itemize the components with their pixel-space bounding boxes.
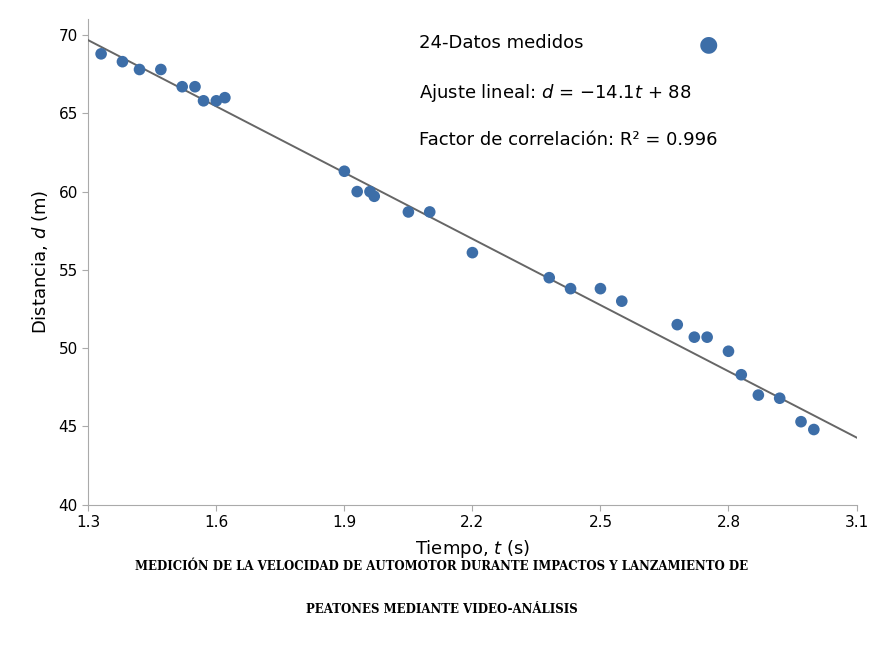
Point	[188, 82, 202, 92]
Point	[196, 96, 211, 106]
Point	[687, 332, 701, 342]
Point	[132, 64, 147, 74]
Point	[209, 96, 223, 106]
Text: Ajuste lineal: $d$ = −14.1$t$ + 88: Ajuste lineal: $d$ = −14.1$t$ + 88	[419, 82, 691, 105]
Text: ●: ●	[699, 34, 719, 54]
Point	[465, 247, 479, 258]
Text: PEATONES MEDIANTE VIDEO-ANÁLISIS: PEATONES MEDIANTE VIDEO-ANÁLISIS	[306, 603, 577, 616]
Text: MEDICIÓN DE LA VELOCIDAD DE AUTOMOTOR DURANTE IMPACTOS Y LANZAMIENTO DE: MEDICIÓN DE LA VELOCIDAD DE AUTOMOTOR DU…	[135, 560, 748, 573]
Point	[670, 320, 684, 330]
Point	[794, 417, 808, 427]
Point	[735, 369, 749, 380]
Text: 24-Datos medidos: 24-Datos medidos	[419, 34, 594, 52]
Point	[350, 186, 364, 197]
Point	[175, 82, 189, 92]
Text: Factor de correlación: R² = 0.996: Factor de correlación: R² = 0.996	[419, 131, 717, 149]
X-axis label: Tiempo, $t$ (s): Tiempo, $t$ (s)	[415, 538, 530, 560]
Point	[807, 424, 821, 435]
Point	[401, 207, 416, 217]
Point	[773, 393, 787, 403]
Point	[542, 272, 556, 283]
Point	[593, 283, 608, 294]
Point	[154, 64, 168, 74]
Point	[116, 56, 130, 67]
Point	[615, 296, 629, 306]
Point	[94, 49, 108, 59]
Point	[218, 93, 232, 103]
Point	[563, 283, 577, 294]
Y-axis label: Distancia, $d$ (m): Distancia, $d$ (m)	[30, 190, 50, 334]
Point	[751, 390, 766, 400]
Point	[700, 332, 714, 342]
Point	[367, 191, 381, 201]
Point	[721, 346, 736, 356]
Point	[363, 186, 377, 197]
Point	[337, 166, 351, 177]
Point	[423, 207, 437, 217]
